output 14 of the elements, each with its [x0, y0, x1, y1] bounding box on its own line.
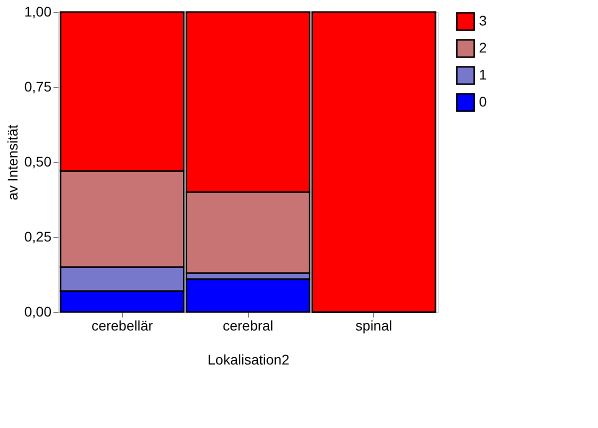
x-tick-label: cerebral	[222, 318, 274, 334]
legend-label: 2	[479, 40, 487, 56]
y-tick-label: 0,00	[24, 304, 52, 320]
legend-label: 0	[479, 94, 487, 110]
legend-label: 1	[479, 66, 487, 82]
y-tick-label: 0,25	[24, 228, 52, 244]
y-tick-label: 1,00	[24, 4, 52, 20]
y-tick-label: 0,75	[24, 78, 52, 94]
x-tick-label: spinal	[356, 318, 392, 334]
x-axis-title: Lokalisation2	[208, 352, 290, 368]
y-axis-title: av Intensität	[4, 124, 20, 200]
legend-label: 3	[479, 12, 487, 28]
y-tick-label: 0,50	[24, 154, 52, 170]
x-tick-label: cerebellär	[91, 318, 154, 334]
